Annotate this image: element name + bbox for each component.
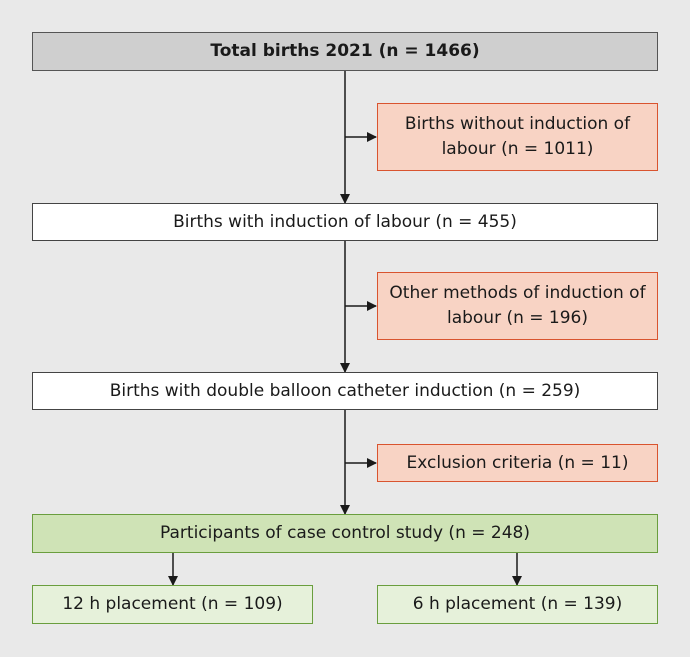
other-methods-label: Other methods of induction of labour (n … (389, 283, 646, 328)
without-induction-label: Births without induction of labour (n = … (404, 114, 631, 159)
participants-label: Participants of case control study (n = … (160, 523, 530, 544)
double-balloon-label: Births with double balloon catheter indu… (109, 380, 581, 401)
without-induction-box: Births without induction of labour (n = … (377, 103, 658, 171)
placement-6h-box: 6 h placement (n = 139) (377, 585, 658, 624)
with-induction-box: Births with induction of labour (n = 455… (32, 203, 658, 241)
other-methods-box: Other methods of induction of labour (n … (377, 272, 658, 340)
placement-12h-label: 12 h placement (n = 109) (62, 594, 283, 615)
placement-12h-box: 12 h placement (n = 109) (32, 585, 313, 624)
total-births-box: Total births 2021 (n = 1466) (32, 32, 658, 71)
exclusion-criteria-label: Exclusion criteria (n = 11) (406, 452, 629, 473)
total-births-label: Total births 2021 (n = 1466) (210, 41, 480, 62)
placement-6h-label: 6 h placement (n = 139) (412, 594, 623, 615)
exclusion-criteria-box: Exclusion criteria (n = 11) (377, 444, 658, 482)
double-balloon-box: Births with double balloon catheter indu… (32, 372, 658, 410)
with-induction-label: Births with induction of labour (n = 455… (173, 211, 517, 232)
participants-box: Participants of case control study (n = … (32, 514, 658, 553)
